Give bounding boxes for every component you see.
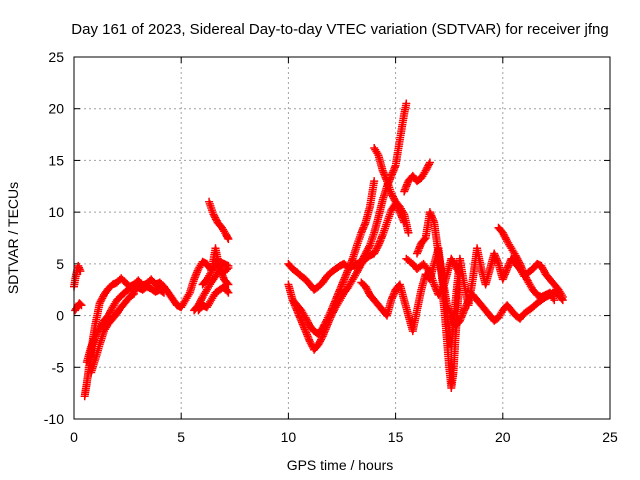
data-point-markers [198, 244, 233, 289]
data-point-markers [370, 144, 413, 237]
chart-title: Day 161 of 2023, Sidereal Day-to-day VTE… [71, 21, 608, 38]
data-point-markers [87, 289, 138, 377]
series-arc-7 [194, 282, 233, 315]
y-tick-label: -5 [52, 359, 65, 375]
series-arc-2 [71, 299, 86, 315]
data-points [70, 99, 567, 401]
y-tick-label: 0 [56, 308, 64, 324]
series-arc-19 [494, 223, 559, 305]
plot-frame [73, 56, 611, 420]
y-tick-label: -10 [44, 411, 64, 427]
series-arc-12 [288, 177, 379, 339]
x-tick-label: 15 [388, 429, 404, 445]
series-arc-5 [87, 289, 138, 377]
data-point-markers [71, 299, 86, 315]
series-arc-15 [400, 158, 434, 196]
series-arc-20 [402, 254, 464, 299]
y-tick-label: 15 [48, 152, 64, 168]
series-arc-4 [82, 282, 168, 367]
data-point-markers [288, 177, 379, 339]
x-tick-label: 25 [602, 429, 618, 445]
y-tick-label: 5 [56, 256, 64, 272]
x-tick-label: 5 [177, 429, 185, 445]
y-tick-label: 20 [48, 101, 64, 117]
series-arc-18 [438, 270, 464, 392]
data-point-markers [205, 197, 233, 243]
y-tick-label: 25 [48, 49, 64, 65]
y-tick-label: 10 [48, 204, 64, 220]
data-point-markers [438, 270, 464, 392]
series-arc-3 [80, 257, 233, 401]
data-point-markers [194, 282, 233, 315]
series-arc-8 [198, 244, 233, 289]
data-point-markers [402, 254, 464, 299]
series-arc-9 [205, 197, 233, 243]
data-point-markers [80, 257, 233, 401]
x-tick-label: 20 [495, 429, 511, 445]
series-arc-14 [370, 144, 413, 237]
x-axis-label: GPS time / hours [287, 457, 394, 473]
data-point-markers [400, 158, 434, 196]
data-point-markers [494, 223, 559, 305]
x-tick-label: 0 [70, 429, 78, 445]
data-point-markers [82, 282, 168, 367]
x-tick-label: 10 [281, 429, 297, 445]
y-axis-label: SDTVAR / TECUs [5, 182, 21, 294]
